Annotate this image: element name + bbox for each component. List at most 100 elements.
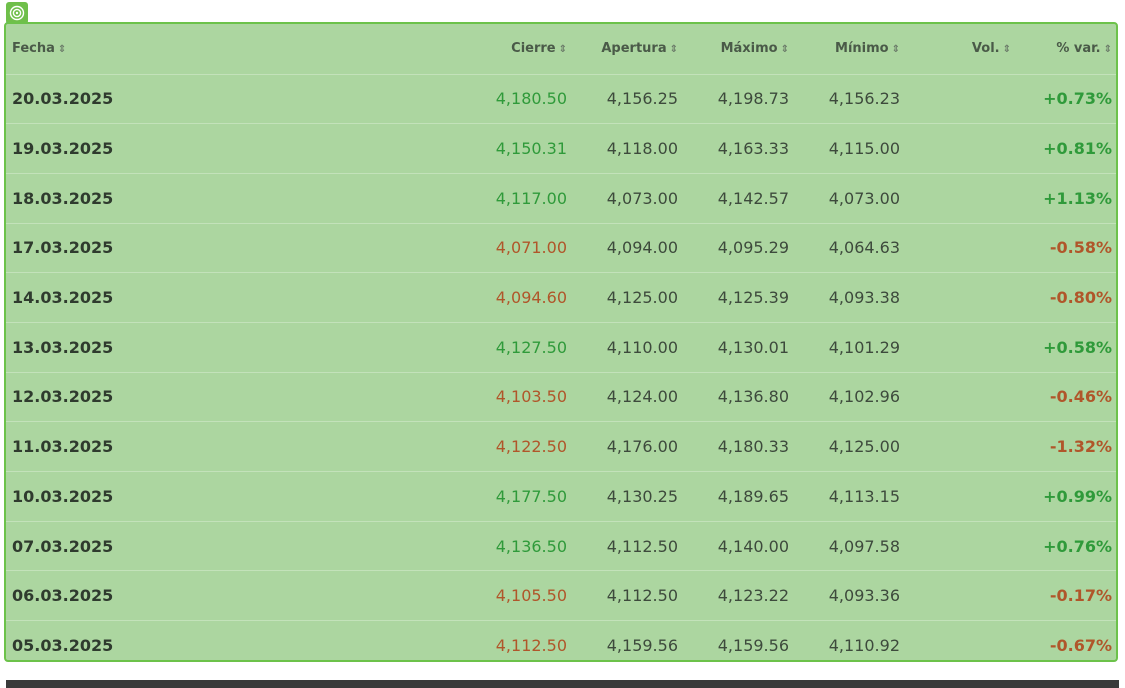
cell-minimo: 4,093.38 <box>828 288 900 308</box>
cell-minimo: 4,110.92 <box>828 636 900 656</box>
table-row: 10.03.2025 4,177.50 4,130.25 4,189.65 4,… <box>6 471 1116 522</box>
cell-minimo: 4,064.63 <box>828 238 900 258</box>
cell-fecha: 20.03.2025 <box>12 89 114 109</box>
cell-cierre: 4,177.50 <box>495 486 567 506</box>
cell-minimo: 4,156.23 <box>828 89 900 109</box>
cell-var: -0.58% <box>1049 238 1112 258</box>
cell-fecha: 14.03.2025 <box>12 288 114 308</box>
cell-var: -0.67% <box>1049 636 1112 656</box>
cell-apertura: 4,176.00 <box>606 437 678 457</box>
cell-apertura: 4,112.50 <box>606 586 678 606</box>
cell-fecha: 17.03.2025 <box>12 238 114 258</box>
cell-vol <box>906 571 1017 621</box>
table-row: 18.03.2025 4,117.00 4,073.00 4,142.57 4,… <box>6 173 1116 223</box>
cell-fecha: 10.03.2025 <box>12 486 114 506</box>
cell-apertura: 4,130.25 <box>606 486 678 506</box>
table-row: 17.03.2025 4,071.00 4,094.00 4,095.29 4,… <box>6 223 1116 273</box>
cell-cierre: 4,117.00 <box>495 188 567 208</box>
header-row: Fecha ⇕ Cierre ⇕ Apertura ⇕ Máximo ⇕ Mínimo ⇕… <box>6 24 1116 74</box>
cell-maximo: 4,189.65 <box>717 486 789 506</box>
header-minimo-label: Mínimo <box>835 41 889 57</box>
sort-icon: ⇕ <box>1103 44 1112 56</box>
header-var[interactable]: % var. ⇕ <box>1017 24 1116 74</box>
sort-icon: ⇕ <box>57 44 67 56</box>
cell-vol <box>906 621 1017 660</box>
cell-cierre: 4,103.50 <box>495 387 567 407</box>
cell-cierre: 4,150.31 <box>495 139 567 159</box>
cell-cierre: 4,136.50 <box>495 536 567 556</box>
cell-var: +0.81% <box>1043 139 1112 159</box>
cell-apertura: 4,112.50 <box>606 536 678 556</box>
cell-apertura: 4,156.25 <box>606 89 678 109</box>
cell-maximo: 4,136.80 <box>717 387 789 407</box>
sort-icon: ⇕ <box>669 44 678 56</box>
cell-minimo: 4,115.00 <box>828 139 900 159</box>
cell-var: +0.76% <box>1043 536 1112 556</box>
cell-vol <box>906 223 1017 273</box>
header-vol[interactable]: Vol. ⇕ <box>906 24 1017 74</box>
cell-vol <box>906 273 1017 323</box>
header-cierre[interactable]: Cierre ⇕ <box>266 24 573 74</box>
header-cierre-label: Cierre <box>511 41 556 57</box>
cell-vol <box>906 422 1017 472</box>
cell-var: -0.17% <box>1049 586 1112 606</box>
cell-minimo: 4,113.15 <box>828 486 900 506</box>
sort-icon: ⇕ <box>558 44 567 56</box>
cell-cierre: 4,122.50 <box>495 437 567 457</box>
table-row: 12.03.2025 4,103.50 4,124.00 4,136.80 4,… <box>6 372 1116 422</box>
cell-apertura: 4,124.00 <box>606 387 678 407</box>
cell-minimo: 4,102.96 <box>828 387 900 407</box>
sort-icon: ⇕ <box>891 44 900 56</box>
cell-maximo: 4,142.57 <box>717 188 789 208</box>
header-minimo[interactable]: Mínimo ⇕ <box>795 24 906 74</box>
cell-vol <box>906 372 1017 422</box>
table-row: 13.03.2025 4,127.50 4,110.00 4,130.01 4,… <box>6 322 1116 372</box>
cell-fecha: 18.03.2025 <box>12 188 114 208</box>
table-row: 11.03.2025 4,122.50 4,176.00 4,180.33 4,… <box>6 421 1116 472</box>
header-fecha[interactable]: Fecha ⇕ <box>6 24 266 74</box>
cell-maximo: 4,159.56 <box>717 636 789 656</box>
cell-maximo: 4,163.33 <box>717 139 789 159</box>
target-icon[interactable] <box>6 2 28 24</box>
header-fecha-label: Fecha <box>12 41 55 57</box>
cell-cierre: 4,180.50 <box>495 89 567 109</box>
header-maximo[interactable]: Máximo ⇕ <box>684 24 795 74</box>
cell-apertura: 4,110.00 <box>606 337 678 357</box>
cell-minimo: 4,073.00 <box>828 188 900 208</box>
table-row: 07.03.2025 4,136.50 4,112.50 4,140.00 4,… <box>6 521 1116 571</box>
cell-minimo: 4,093.36 <box>828 586 900 606</box>
sort-icon: ⇕ <box>780 44 789 56</box>
cell-fecha: 07.03.2025 <box>12 536 114 556</box>
cell-cierre: 4,105.50 <box>495 586 567 606</box>
cell-var: +1.13% <box>1043 188 1112 208</box>
cell-fecha: 19.03.2025 <box>12 139 114 159</box>
cell-maximo: 4,198.73 <box>717 89 789 109</box>
cell-apertura: 4,073.00 <box>606 188 678 208</box>
cell-var: -0.80% <box>1049 288 1112 308</box>
cell-vol <box>906 472 1017 522</box>
cell-maximo: 4,095.29 <box>717 238 789 258</box>
cell-vol <box>906 74 1017 124</box>
cell-apertura: 4,118.00 <box>606 139 678 159</box>
cell-vol <box>906 124 1017 174</box>
cell-cierre: 4,112.50 <box>495 636 567 656</box>
cell-cierre: 4,127.50 <box>495 337 567 357</box>
table-row: 06.03.2025 4,105.50 4,112.50 4,123.22 4,… <box>6 570 1116 621</box>
cell-vol <box>906 173 1017 223</box>
header-maximo-label: Máximo <box>720 41 778 57</box>
cell-cierre: 4,071.00 <box>495 238 567 258</box>
cell-maximo: 4,130.01 <box>717 337 789 357</box>
cell-minimo: 4,125.00 <box>828 437 900 457</box>
cell-minimo: 4,101.29 <box>828 337 900 357</box>
cell-minimo: 4,097.58 <box>828 536 900 556</box>
cell-vol <box>906 521 1017 571</box>
header-apertura[interactable]: Apertura ⇕ <box>573 24 684 74</box>
cell-fecha: 06.03.2025 <box>12 586 114 606</box>
cell-var: -1.32% <box>1049 437 1112 457</box>
cell-maximo: 4,123.22 <box>717 586 789 606</box>
cell-apertura: 4,094.00 <box>606 238 678 258</box>
table-row: 14.03.2025 4,094.60 4,125.00 4,125.39 4,… <box>6 272 1116 323</box>
header-vol-label: Vol. <box>971 41 1000 57</box>
cell-maximo: 4,125.39 <box>717 288 789 308</box>
cell-vol <box>906 322 1017 372</box>
